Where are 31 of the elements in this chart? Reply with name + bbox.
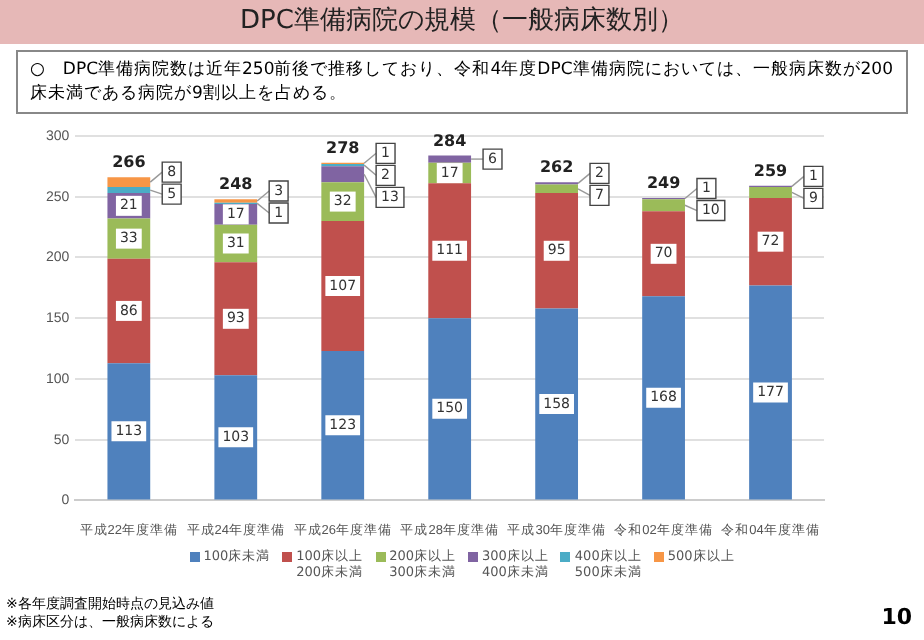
total-label: 266	[112, 153, 147, 172]
bar	[642, 296, 685, 500]
total-label: 284	[432, 131, 468, 150]
total-label: 262	[539, 158, 574, 177]
bar	[535, 193, 579, 309]
text: 10	[881, 604, 912, 630]
bar	[642, 199, 685, 212]
bar	[642, 211, 685, 297]
total-label: 259	[753, 161, 789, 180]
bar	[321, 221, 365, 351]
chart-subtitle: ○ DPC準備病院数は近年250前後で推移しており、令和4年度DPC準備病院においては、一般病床数が200床未満である病院が9割以上を占める。	[16, 50, 908, 114]
bar	[749, 187, 792, 198]
chart-title: DPC準備病院の規模（一般病床数別）	[0, 0, 924, 44]
bar	[749, 197, 792, 286]
bar	[214, 375, 258, 500]
bar	[535, 308, 579, 500]
bar	[428, 318, 472, 500]
bar	[107, 363, 151, 500]
bar	[428, 183, 472, 319]
bar	[107, 187, 151, 194]
bar	[107, 177, 151, 188]
bar	[535, 184, 579, 194]
bar	[428, 155, 472, 163]
total-label: 249	[646, 174, 682, 193]
bar	[749, 285, 792, 500]
total-label: 278	[326, 138, 361, 157]
bar	[107, 258, 151, 364]
bar	[321, 166, 365, 183]
total-label: 248	[219, 175, 254, 194]
bar	[321, 351, 365, 500]
bar	[214, 262, 258, 376]
